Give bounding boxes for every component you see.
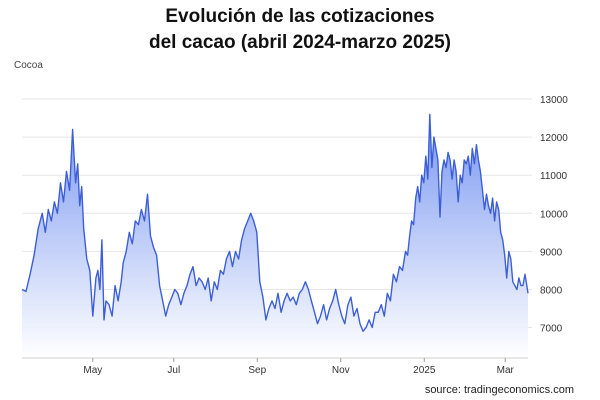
y-tick-label: 7000: [540, 324, 563, 335]
chart-title: Evolución de las cotizaciones del cacao …: [0, 4, 600, 56]
series-line-cocoa: [21, 113, 529, 332]
y-tick-label: 12000: [540, 133, 568, 144]
chart-title-line1: Evolución de las cotizaciones: [165, 6, 435, 27]
source-label: source: tradingeconomics.com: [424, 384, 574, 396]
y-axis: 7000 8000 9000 10000 11000 12000 13000: [540, 95, 568, 334]
series-area-fill: [22, 114, 528, 358]
x-tick-label: May: [83, 365, 102, 376]
x-tick-label: Sep: [248, 365, 266, 376]
series-label: Cocoa: [14, 60, 43, 71]
x-axis: May Jul Sep Nov 2025 Mar: [22, 357, 528, 376]
y-tick-label: 11000: [540, 171, 568, 182]
x-tick-label: Nov: [332, 365, 350, 376]
x-tick-label: Mar: [497, 365, 515, 376]
y-tick-label: 13000: [540, 95, 568, 106]
x-tick-label: Jul: [167, 365, 180, 376]
x-tick-label: 2025: [413, 365, 436, 376]
y-tick-label: 9000: [540, 247, 563, 258]
area-layer: [21, 113, 529, 358]
y-tick-label: 8000: [540, 285, 563, 296]
chart-title-line2: del cacao (abril 2024-marzo 2025): [148, 32, 452, 53]
y-tick-label: 10000: [540, 209, 568, 220]
